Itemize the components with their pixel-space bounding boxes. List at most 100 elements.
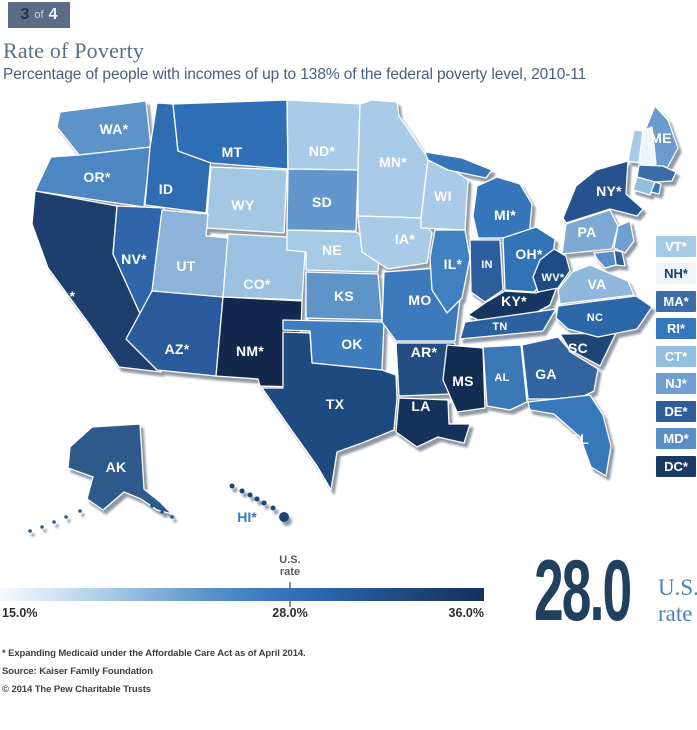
state-ms-label: MS bbox=[452, 373, 474, 389]
state-az-shape bbox=[125, 290, 224, 377]
side-list-label-md: MD* bbox=[663, 431, 689, 446]
state-nm-label: NM* bbox=[236, 343, 264, 359]
state-mn-label: MN* bbox=[379, 154, 407, 170]
state-va-shape bbox=[557, 264, 635, 305]
side-list-label-ma: MA* bbox=[663, 294, 689, 309]
side-list-item-md: MD* bbox=[656, 428, 696, 449]
state-wi-label: WI bbox=[434, 188, 452, 204]
state-ut-label: UT bbox=[176, 258, 195, 274]
state-mt-label: MT bbox=[222, 144, 243, 160]
state-fl-label: FL bbox=[571, 431, 589, 447]
side-list-item-vt: VT* bbox=[656, 236, 696, 257]
state-in-label: IN bbox=[481, 259, 493, 271]
pager-of-label: of bbox=[34, 9, 44, 21]
us-rate-marker-label: U.S. rate bbox=[260, 554, 320, 578]
legend-max-label: 36.0% bbox=[448, 606, 484, 620]
side-list-item-ct: CT* bbox=[656, 346, 696, 367]
us-rate-marker-line2: rate bbox=[279, 566, 301, 578]
pager-badge: 3 of 4 bbox=[8, 2, 70, 28]
state-mi-label: MI* bbox=[494, 207, 516, 223]
state-or-label: OR* bbox=[83, 169, 111, 185]
state-il-label: IL* bbox=[444, 256, 463, 272]
state-me-label: ME bbox=[650, 130, 672, 146]
state-wv-shape bbox=[532, 248, 571, 293]
state-mt-shape bbox=[172, 99, 289, 170]
state-ct-shape bbox=[632, 176, 656, 196]
state-tn-shape bbox=[459, 308, 557, 340]
state-al-shape bbox=[482, 344, 528, 411]
state-nj-shape bbox=[613, 220, 635, 254]
state-va-label: VA bbox=[587, 276, 606, 292]
state-ak-shape bbox=[67, 423, 173, 515]
hawaii-big-island bbox=[279, 512, 289, 522]
state-ga-shape bbox=[521, 336, 599, 400]
state-wv-label: WV* bbox=[542, 272, 565, 284]
state-pa-shape bbox=[561, 209, 619, 255]
hawaii-islands bbox=[229, 483, 276, 511]
state-in-shape bbox=[469, 239, 504, 303]
state-sc-label: SC bbox=[568, 340, 588, 356]
side-list-label-ri: RI* bbox=[666, 321, 686, 336]
state-pa-label: PA bbox=[577, 224, 596, 240]
side-list-label-de: DE* bbox=[664, 404, 688, 419]
state-sd-shape bbox=[286, 168, 359, 232]
pager-current: 3 bbox=[20, 6, 30, 23]
state-wy-label: WY bbox=[231, 197, 255, 213]
us-rate-big-label-line1: U.S. bbox=[658, 575, 697, 600]
pager-total: 4 bbox=[48, 6, 58, 23]
side-list-label-vt: VT* bbox=[665, 239, 687, 254]
state-co-label: CO* bbox=[243, 276, 271, 292]
state-ms-shape bbox=[442, 344, 486, 413]
state-nc-shape bbox=[555, 295, 653, 338]
state-ak-label: AK bbox=[106, 459, 127, 475]
state-tx-label: TX bbox=[326, 396, 345, 412]
side-list-item-ma: MA* bbox=[656, 291, 696, 312]
state-ne-label: NE bbox=[322, 242, 342, 258]
state-mi-up-shape bbox=[424, 151, 493, 179]
state-ny-label: NY* bbox=[596, 183, 622, 199]
legend-gradient-bar bbox=[0, 588, 484, 601]
state-hi-label: HI* bbox=[237, 509, 257, 525]
page-subtitle: Percentage of people with incomes of up … bbox=[3, 66, 587, 83]
state-wy-shape bbox=[205, 166, 288, 234]
state-tx-shape bbox=[261, 331, 398, 491]
state-ri-shape bbox=[650, 181, 662, 195]
side-list-label-nj: NJ* bbox=[665, 376, 687, 391]
us-rate-big-value: 28.0 bbox=[534, 543, 632, 639]
page-title: Rate of Poverty bbox=[3, 38, 145, 63]
state-nm-shape bbox=[215, 296, 303, 388]
side-list-label-dc: DC* bbox=[664, 459, 688, 474]
side-list-item-ri: RI* bbox=[656, 318, 696, 339]
us-rate-big-label-line2: rate bbox=[658, 601, 693, 626]
state-md-shape bbox=[593, 250, 617, 269]
side-list-item-nj: NJ* bbox=[656, 373, 696, 394]
state-la-label: LA bbox=[411, 398, 430, 414]
state-co-shape bbox=[222, 233, 307, 301]
state-nd-label: ND* bbox=[309, 143, 336, 159]
state-nv-label: NV* bbox=[121, 251, 147, 267]
state-ny-shape bbox=[562, 160, 644, 224]
state-wa-label: WA* bbox=[100, 121, 129, 137]
state-labels: WA* OR* CA* NV* ID MT WY UT CO* AZ* NM* … bbox=[49, 121, 672, 525]
state-ar-label: AR* bbox=[411, 344, 438, 360]
state-nc-label: NC bbox=[587, 312, 604, 324]
state-ky-label: KY* bbox=[501, 293, 527, 309]
state-mi-shape bbox=[472, 176, 533, 239]
side-list-label-nh: NH* bbox=[664, 266, 688, 281]
legend-mid-label: 28.0% bbox=[272, 606, 308, 620]
state-id-label: ID bbox=[159, 181, 174, 197]
footnote-medicaid: * Expanding Medicaid under the Affordabl… bbox=[2, 648, 306, 659]
state-fl-shape bbox=[527, 394, 612, 477]
side-list-item-dc: DC* bbox=[656, 456, 696, 477]
state-al-label: AL bbox=[494, 372, 509, 384]
legend-min-label: 15.0% bbox=[2, 606, 38, 620]
state-mo-label: MO bbox=[408, 292, 431, 308]
map-shadow-group bbox=[28, 99, 679, 533]
state-sd-label: SD bbox=[312, 194, 332, 210]
state-ok-label: OK bbox=[341, 336, 363, 352]
state-la-shape bbox=[395, 397, 471, 448]
side-list-label-ct: CT* bbox=[664, 349, 688, 364]
state-ga-label: GA bbox=[535, 366, 557, 382]
